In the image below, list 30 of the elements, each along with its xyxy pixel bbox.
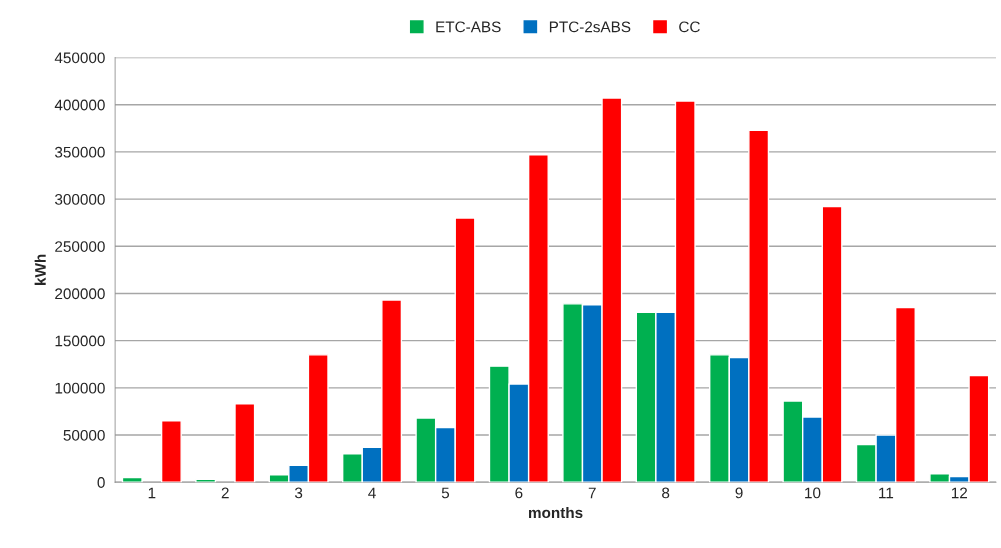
y-tick-label: 250000 [55, 241, 105, 252]
x-tick-label: 3 [294, 487, 303, 499]
x-tick-label: 5 [441, 487, 450, 499]
y-tick-label: 100000 [55, 382, 105, 394]
y-tick-label: 0 [97, 477, 105, 488]
x-tick-label: 10 [805, 487, 821, 499]
x-tick-label: 7 [588, 487, 596, 499]
x-tick-label: 8 [662, 487, 670, 499]
y-tick-label: 400000 [54, 99, 105, 111]
x-tick-label: 9 [735, 487, 743, 499]
legend-label: CC [679, 21, 700, 33]
y-tick-label: 450000 [54, 52, 105, 64]
y-tick-label: 50000 [63, 429, 105, 441]
y-tick-label: 200000 [55, 288, 105, 300]
x-tick-label: 12 [951, 487, 968, 499]
x-tick-label: 6 [515, 487, 523, 499]
legend-label: PTC-2sABS [549, 21, 631, 33]
x-tick-label: 2 [221, 487, 229, 499]
bar [234, 403, 256, 483]
bar [160, 420, 182, 483]
x-tick-label: 11 [879, 487, 894, 499]
x-axis-title: months [528, 506, 583, 519]
y-tick-label: 300000 [55, 193, 105, 205]
x-tick-label: 4 [368, 487, 376, 499]
y-tick-label: 150000 [55, 335, 105, 347]
y-tick-label: 350000 [55, 146, 105, 158]
y-axis-title: kWh [34, 254, 46, 285]
bar [121, 476, 143, 483]
x-tick-label: 1 [148, 487, 156, 499]
legend-label: ETC-ABS [436, 21, 501, 33]
